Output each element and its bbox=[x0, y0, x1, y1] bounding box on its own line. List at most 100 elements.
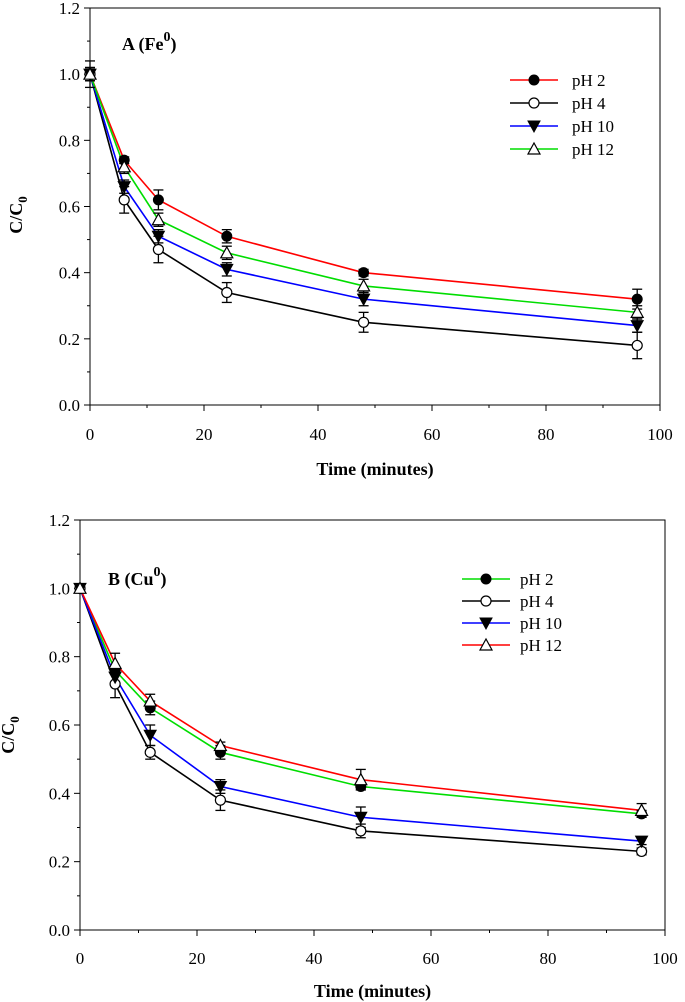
legend-marker bbox=[528, 97, 540, 109]
data-point bbox=[72, 581, 88, 594]
series-line bbox=[89, 73, 638, 327]
panel-title-end: ) bbox=[170, 34, 176, 55]
x-tick-label: 0 bbox=[76, 949, 85, 968]
series-line bbox=[89, 73, 638, 347]
series-line bbox=[79, 588, 642, 815]
series-line bbox=[89, 73, 638, 300]
data-point bbox=[358, 267, 370, 279]
data-point bbox=[118, 194, 130, 206]
data-point bbox=[353, 772, 368, 786]
data-point bbox=[213, 738, 228, 752]
data-point bbox=[221, 286, 233, 299]
panel-title: A (Fe0) bbox=[122, 30, 176, 55]
x-tick-label: 80 bbox=[538, 425, 555, 444]
data-point bbox=[117, 159, 132, 173]
y-tick-label: 0.6 bbox=[49, 716, 70, 735]
data-point bbox=[152, 243, 164, 256]
x-tick-label: 60 bbox=[424, 425, 441, 444]
data-point bbox=[144, 746, 156, 758]
legend-label: pH 12 bbox=[520, 636, 562, 655]
data-point bbox=[151, 230, 166, 244]
x-tick-label: 40 bbox=[310, 425, 327, 444]
y-axis-label-main: C/C bbox=[6, 203, 26, 234]
legend-label: pH 4 bbox=[572, 94, 606, 113]
data-point bbox=[219, 263, 234, 277]
panel-a-fe: 0 20 40 60 80 100 0.0 0.2 0.4 0.6 0.8 1.0 1.2 Time (m… bbox=[6, 0, 673, 480]
y-axis-label: C/C0 bbox=[6, 196, 30, 234]
x-tick-label: 80 bbox=[540, 949, 557, 968]
y-axis-label: C/C0 bbox=[0, 716, 22, 754]
series-line bbox=[79, 587, 642, 812]
data-point bbox=[631, 293, 643, 305]
panel-title-sup: 0 bbox=[163, 30, 170, 45]
data-point bbox=[630, 305, 645, 318]
y-tick-label: 0.2 bbox=[59, 330, 80, 349]
y-axis-label-main: C/C bbox=[0, 723, 18, 754]
data-point bbox=[631, 339, 643, 352]
legend-marker bbox=[527, 120, 541, 134]
panel-title: B (Cu0) bbox=[108, 565, 167, 590]
data-point bbox=[108, 656, 123, 670]
plot-frame bbox=[89, 7, 661, 406]
legend-label: pH 2 bbox=[520, 570, 554, 589]
x-tick-label: 20 bbox=[196, 425, 213, 444]
x-tick-label: 100 bbox=[647, 425, 673, 444]
panel-b-cu: 0 20 40 60 80 100 0.0 0.2 0.4 0.6 0.8 1.0 1.2 Time (m… bbox=[0, 511, 678, 1002]
y-tick-label: 0.2 bbox=[49, 853, 70, 872]
data-point bbox=[108, 671, 122, 685]
series-line bbox=[89, 73, 638, 314]
data-point bbox=[356, 278, 371, 292]
legend-label: pH 10 bbox=[520, 614, 562, 633]
x-tick-label: 20 bbox=[189, 949, 206, 968]
x-tick-label: 60 bbox=[423, 949, 440, 968]
y-tick-label: 0.0 bbox=[49, 921, 70, 940]
plot-frame bbox=[79, 519, 666, 931]
data-point bbox=[221, 230, 233, 242]
y-tick-label: 0.8 bbox=[49, 648, 70, 667]
series-line bbox=[79, 588, 642, 842]
data-point bbox=[143, 729, 158, 743]
data-point bbox=[213, 781, 228, 794]
data-point bbox=[219, 245, 234, 259]
data-point bbox=[82, 66, 98, 80]
y-axis-label-sub: 0 bbox=[7, 716, 22, 723]
data-point bbox=[355, 825, 367, 837]
y-tick-label: 0.6 bbox=[59, 198, 80, 217]
panel-title-main: A (Fe bbox=[122, 34, 163, 55]
legend-marker bbox=[480, 595, 492, 607]
panel-title-end: ) bbox=[161, 569, 167, 590]
data-point bbox=[356, 293, 371, 307]
y-tick-label: 1.0 bbox=[59, 65, 80, 84]
legend-label: pH 12 bbox=[572, 140, 614, 159]
x-axis-label: Time (minutes) bbox=[316, 459, 433, 480]
legend-label: pH 2 bbox=[572, 71, 606, 90]
legend-label: pH 4 bbox=[520, 592, 554, 611]
y-tick-label: 0.0 bbox=[59, 396, 80, 415]
legend-marker bbox=[526, 141, 542, 155]
legend-marker bbox=[479, 617, 493, 631]
data-point bbox=[152, 194, 164, 206]
data-point bbox=[143, 693, 158, 707]
data-point bbox=[634, 803, 649, 817]
y-tick-label: 1.2 bbox=[49, 511, 70, 530]
x-axis-label: Time (minutes) bbox=[314, 981, 431, 1002]
y-tick-label: 1.2 bbox=[59, 0, 80, 18]
data-point bbox=[630, 320, 645, 333]
data-point bbox=[353, 811, 368, 825]
data-point bbox=[214, 794, 226, 806]
y-axis-label-sub: 0 bbox=[15, 196, 30, 203]
y-tick-label: 0.8 bbox=[59, 131, 80, 150]
x-tick-label: 40 bbox=[306, 949, 323, 968]
x-tick-label: 0 bbox=[86, 425, 95, 444]
data-point bbox=[634, 835, 649, 849]
panel-title-main: B (Cu bbox=[108, 569, 154, 590]
y-tick-label: 0.4 bbox=[59, 264, 81, 283]
data-point bbox=[151, 212, 166, 226]
data-point bbox=[358, 316, 370, 328]
legend-marker bbox=[478, 637, 494, 651]
data-point bbox=[117, 181, 132, 194]
panel-title-sup: 0 bbox=[154, 565, 161, 580]
y-tick-label: 1.0 bbox=[49, 579, 70, 598]
legend-marker bbox=[528, 74, 540, 86]
